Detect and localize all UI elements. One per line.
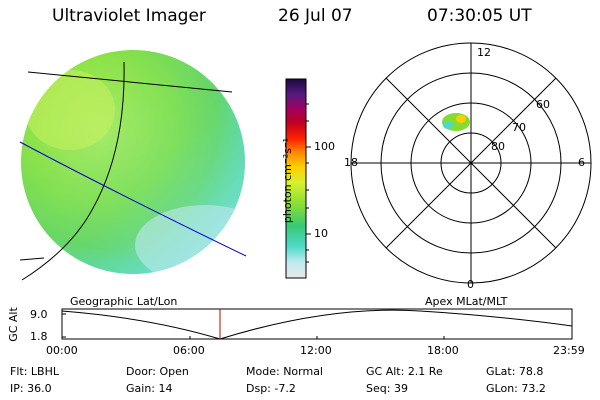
timeline-x-tick-1800: 18:00 (427, 344, 459, 357)
mlt-label-18: 18 (344, 156, 358, 169)
colorbar-unit-label: photon cm⁻²s⁻¹ (281, 137, 295, 224)
status-gain: Gain: 14 (126, 382, 173, 395)
timeline-y-tick-top: 9.0 (30, 308, 48, 321)
status-dsp: Dsp: -7.2 (246, 382, 296, 395)
colorbar-tick-100: 100 (314, 140, 335, 153)
mlt-label-6: 6 (578, 156, 585, 169)
timeline-right-label: Apex MLat/MLT (425, 295, 508, 308)
observation-time: 07:30:05 UT (427, 6, 532, 26)
status-mode: Mode: Normal (246, 365, 323, 378)
status-glat: GLat: 78.8 (486, 365, 544, 378)
timeline-x-tick-0000: 00:00 (46, 344, 78, 357)
timeline-left-label: Geographic Lat/Lon (70, 295, 178, 308)
lat-label-80: 80 (491, 140, 505, 153)
color-bar (285, 78, 311, 279)
status-filter: Flt: LBHL (10, 365, 59, 378)
observation-date: 26 Jul 07 (278, 6, 353, 26)
status-gc-alt: GC Alt: 2.1 Re (366, 365, 443, 378)
status-door: Door: Open (126, 365, 189, 378)
instrument-title: Ultraviolet Imager (52, 6, 206, 26)
polar-plot (350, 42, 592, 284)
status-seq: Seq: 39 (366, 382, 408, 395)
timeline-x-tick-1200: 12:00 (300, 344, 332, 357)
lat-label-70: 70 (512, 121, 526, 134)
mlt-label-0: 0 (467, 278, 474, 291)
status-glon: GLon: 73.2 (486, 382, 546, 395)
timeline-y-tick-bottom: 1.8 (30, 330, 48, 343)
uv-earth-image (19, 50, 247, 281)
status-ip: IP: 36.0 (10, 382, 52, 395)
mlt-label-12: 12 (477, 46, 491, 59)
colorbar-tick-10: 10 (314, 227, 328, 240)
timeline-x-tick-2359: 23:59 (553, 344, 585, 357)
timeline-x-tick-0600: 06:00 (173, 344, 205, 357)
polar-auroral-patch (442, 113, 470, 131)
lat-label-60: 60 (536, 98, 550, 111)
timeline-y-axis-label: GC Alt (6, 307, 20, 342)
altitude-timeline (61, 308, 573, 340)
